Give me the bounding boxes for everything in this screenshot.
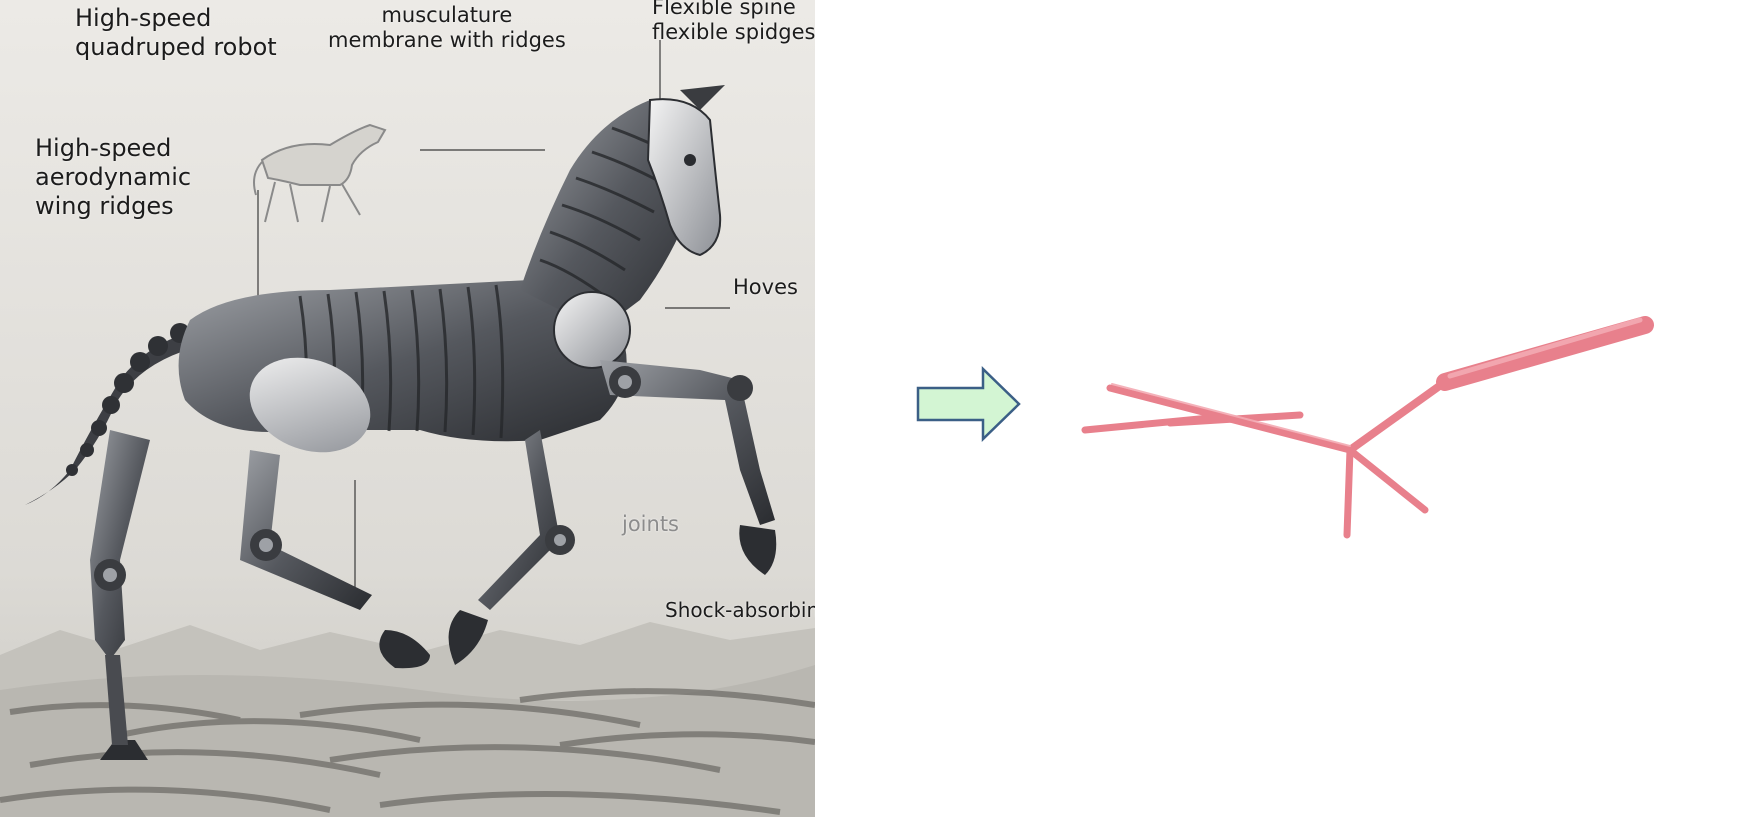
- stick-skeleton-graph: [1081, 316, 1654, 539]
- dune-field: [0, 665, 815, 817]
- label-shell-membrane: sleek shell, musculature membrane with r…: [328, 0, 566, 53]
- skeleton-hind-leg-right: [1166, 411, 1304, 427]
- label-shock-absorbing: Shock-absorbing: [665, 598, 815, 622]
- label-wing-ridges: High-speed aerodynamic wing ridges: [35, 134, 192, 220]
- skeleton-head-segment: [1436, 316, 1654, 391]
- robot-horse: [25, 85, 777, 760]
- label-joints: joints: [622, 512, 680, 536]
- transition-arrow: [915, 366, 1025, 450]
- skeleton-neck-segment: [1346, 378, 1449, 454]
- skeleton-front-leg-left: [1343, 446, 1354, 539]
- label-hooves: Hoves: [733, 275, 798, 299]
- right-arrow-icon: [916, 366, 1021, 442]
- label-leader-lines: [257, 40, 730, 590]
- label-quadruped-robot: High-speed quadruped robot: [75, 4, 277, 61]
- skeleton-front-leg-right: [1346, 446, 1429, 514]
- robot-horse-scene: [0, 0, 815, 817]
- label-flexible-spine: Flexible spine flexible spidges: [652, 0, 815, 45]
- horse-sketch: [253, 123, 387, 223]
- dune-ridges: [0, 688, 815, 815]
- robot-horse-illustration: High-speed quadruped robot sleek shell, …: [0, 0, 815, 817]
- stick-skeleton: [1060, 300, 1660, 564]
